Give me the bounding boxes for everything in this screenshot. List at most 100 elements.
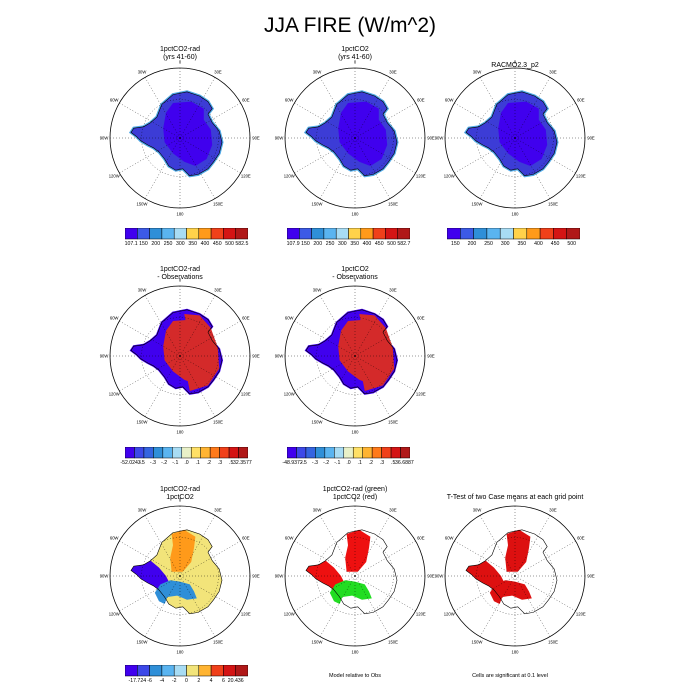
longitude-label: 150E	[213, 201, 223, 206]
colorbar-swatch	[173, 228, 187, 240]
longitude-label: 90W	[100, 136, 109, 141]
colorbar-swatch	[447, 228, 461, 240]
colorbar-swatch	[209, 447, 220, 459]
colorbar-swatch	[324, 447, 335, 459]
colorbar-1	[125, 228, 248, 240]
main-title: JJA FIRE (W/m^2)	[263, 14, 437, 37]
colorbar-2	[287, 228, 410, 240]
colorbar-swatch	[362, 447, 373, 459]
colorbar-swatch	[219, 447, 230, 459]
colorbar-swatch	[210, 665, 224, 677]
caption-model-relative: Model relative to Obs	[329, 673, 381, 679]
map-panel-2: 0 30E 60E 90E 120E 150E 180 150W 120W 90W 60W 30W	[275, 60, 435, 217]
longitude-label: 150W	[312, 201, 323, 206]
longitude-label: 30E	[549, 70, 557, 75]
colorbar-swatch	[198, 228, 212, 240]
longitude-label: 120W	[109, 392, 120, 397]
colorbar-label: 582.5	[235, 241, 249, 247]
longitude-label: 90E	[427, 354, 435, 359]
longitude-label: 30W	[138, 508, 147, 513]
map-field	[129, 308, 224, 395]
panel-title-line: 1pctCO2-rad	[159, 266, 201, 273]
colorbar-label: 500	[567, 241, 577, 247]
colorbar-swatch	[172, 447, 183, 459]
colorbar-label: 150	[139, 241, 148, 247]
longitude-label: 180	[177, 430, 185, 435]
longitude-label: 30W	[313, 288, 322, 293]
coastline	[465, 91, 558, 177]
longitude-label: 150W	[137, 639, 148, 644]
longitude-label: 30E	[214, 508, 222, 513]
longitude-label: 120W	[444, 612, 455, 617]
longitude-label: 90E	[252, 354, 260, 359]
colorbar-label: 0	[185, 678, 188, 684]
colorbar-swatch	[200, 447, 211, 459]
colorbar-label: 400	[534, 241, 543, 247]
longitude-label: 60E	[242, 536, 250, 541]
longitude-label: 180	[352, 430, 360, 435]
longitude-label: 150E	[388, 201, 398, 206]
map-panel-8: 0 30E 60E 90E 120E 150E 180 150W 120W 90W 60W 30W	[435, 498, 595, 655]
longitude-label: 90W	[435, 574, 444, 579]
colorbar-swatch	[372, 228, 386, 240]
colorbar-swatch	[287, 228, 300, 240]
coastline	[305, 91, 398, 177]
panel-title-3: RACMO2.3_p2	[455, 62, 575, 70]
longitude-label: 150E	[213, 419, 223, 424]
colorbar-swatch	[238, 447, 248, 459]
colorbar-label: 200	[313, 241, 323, 247]
longitude-label: 30E	[214, 288, 222, 293]
longitude-label: 180	[352, 650, 360, 655]
longitude-label: 0	[179, 278, 182, 283]
panel-title-7: 1pctCO2-rad (green) 1pctCO2 (red)	[280, 486, 430, 501]
colorbar-swatch	[311, 228, 325, 240]
longitude-label: 60W	[285, 536, 294, 541]
colorbar-swatch	[125, 665, 138, 677]
colorbar-label: 150	[301, 241, 310, 247]
colorbar-label: .3	[379, 460, 385, 466]
colorbar-swatch	[173, 665, 187, 677]
colorbar-swatch	[334, 447, 345, 459]
longitude-label: 30W	[313, 508, 322, 513]
colorbar-label: 150	[450, 241, 460, 247]
longitude-label: 90E	[252, 136, 260, 141]
longitude-label: 30W	[138, 70, 147, 75]
panel-title-line: (yrs 41-60)	[338, 53, 372, 61]
map-field	[304, 308, 399, 395]
colorbar-swatch	[143, 447, 154, 459]
longitude-label: 150W	[472, 201, 483, 206]
panel-title-line: 1pctCO2 (red)	[332, 493, 378, 501]
colorbar-swatch	[385, 228, 398, 240]
longitude-label: 30E	[389, 288, 397, 293]
colorbar-swatch	[296, 447, 307, 459]
longitude-label: 180	[352, 212, 360, 217]
colorbar-label: 32.3577	[233, 460, 252, 466]
colorbar-swatch	[381, 447, 392, 459]
longitude-label: 90E	[427, 136, 435, 141]
colorbar-label: 582.7	[397, 241, 411, 247]
colorbar-label: .1	[357, 460, 362, 466]
longitude-label: 90W	[100, 574, 109, 579]
colorbar-swatch	[315, 447, 326, 459]
colorbar-label: .1	[195, 460, 200, 466]
longitude-label: 60W	[110, 536, 119, 541]
longitude-label: 120E	[241, 174, 251, 179]
longitude-label: 30W	[473, 508, 482, 513]
colorbar-label: .2	[206, 460, 212, 466]
map-panel-3: 0 30E 60E 90E 120E 150E 180 150W 120W 90W 60W 30W	[435, 60, 595, 217]
longitude-label: 60W	[110, 316, 119, 321]
colorbar-label: 300	[500, 241, 510, 247]
coastline	[130, 91, 223, 177]
longitude-label: 60E	[242, 316, 250, 321]
longitude-label: 180	[177, 650, 185, 655]
map-panel-7: 0 30E 60E 90E 120E 150E 180 150W 120W 90W 60W 30W	[275, 498, 435, 655]
panel-title-line: 1pctCO2	[166, 493, 194, 501]
panel-title-line: 1pctCO2-rad (green)	[322, 486, 388, 493]
panel-title-line: 1pctCO2	[341, 46, 369, 53]
longitude-label: 30W	[473, 70, 482, 75]
colorbar-swatch	[323, 228, 337, 240]
longitude-label: 60E	[242, 98, 250, 103]
colorbar-label: 300	[338, 241, 347, 247]
colorbar-swatch	[335, 228, 349, 240]
colorbar-3	[447, 228, 580, 240]
